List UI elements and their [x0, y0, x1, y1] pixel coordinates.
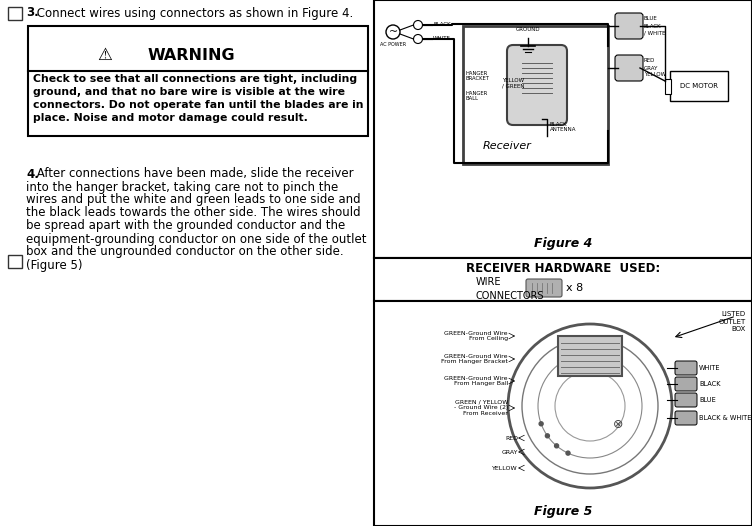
- FancyBboxPatch shape: [615, 55, 643, 81]
- Circle shape: [566, 451, 570, 455]
- Bar: [374, 258, 752, 301]
- Bar: [670, 71, 728, 101]
- FancyBboxPatch shape: [675, 361, 697, 375]
- Text: into the hanger bracket, taking care not to pinch the: into the hanger bracket, taking care not…: [26, 180, 338, 194]
- Bar: [558, 336, 622, 376]
- Text: BLUE: BLUE: [699, 397, 716, 403]
- Text: BLACK: BLACK: [433, 23, 450, 27]
- Text: 3.: 3.: [26, 6, 39, 19]
- Text: BLUE: BLUE: [644, 16, 658, 22]
- Text: connectors. Do not operate fan until the blades are in: connectors. Do not operate fan until the…: [33, 100, 363, 110]
- Text: RECEIVER HARDWARE  USED:: RECEIVER HARDWARE USED:: [466, 261, 660, 275]
- Text: WARNING: WARNING: [148, 47, 235, 63]
- FancyBboxPatch shape: [522, 76, 544, 90]
- Text: HANGER
BRACKET: HANGER BRACKET: [466, 70, 490, 82]
- Text: After connections have been made, slide the receiver: After connections have been made, slide …: [33, 167, 353, 180]
- Text: Figure 5: Figure 5: [534, 505, 592, 518]
- Bar: [374, 301, 752, 526]
- Bar: [374, 0, 752, 258]
- Bar: [8, 7, 22, 20]
- Text: be spread apart with the grounded conductor and the: be spread apart with the grounded conduc…: [26, 219, 345, 232]
- Text: WIRE
CONNECTORS: WIRE CONNECTORS: [476, 277, 544, 300]
- FancyBboxPatch shape: [675, 393, 697, 407]
- Text: GREEN / YELLOW
- Ground Wire (2)
From Receiver: GREEN / YELLOW - Ground Wire (2) From Re…: [453, 400, 508, 416]
- Text: Receiver: Receiver: [483, 141, 532, 151]
- Text: RED: RED: [644, 58, 656, 64]
- Text: GREEN-Ground Wire
From Hanger Bracket: GREEN-Ground Wire From Hanger Bracket: [441, 353, 508, 365]
- Text: GREEN-Ground Wire
From Ceiling: GREEN-Ground Wire From Ceiling: [444, 331, 508, 341]
- Text: BLACK: BLACK: [644, 24, 662, 28]
- Text: ~: ~: [388, 27, 398, 37]
- Text: ⊗: ⊗: [613, 418, 623, 430]
- Circle shape: [545, 434, 550, 438]
- Text: WHITE: WHITE: [699, 365, 720, 371]
- Text: ⚠: ⚠: [98, 46, 113, 64]
- Text: box and the ungrounded conductor on the other side.: box and the ungrounded conductor on the …: [26, 246, 344, 258]
- FancyBboxPatch shape: [675, 411, 697, 425]
- FancyBboxPatch shape: [615, 13, 643, 39]
- FancyBboxPatch shape: [675, 377, 697, 391]
- Text: the black leads towards the other side. The wires should: the black leads towards the other side. …: [26, 207, 361, 219]
- Text: YELLOW: YELLOW: [644, 73, 666, 77]
- Text: wires and put the white and green leads to one side and: wires and put the white and green leads …: [26, 194, 361, 207]
- Circle shape: [539, 422, 543, 426]
- Text: GRAY: GRAY: [644, 66, 658, 70]
- Bar: [28, 26, 368, 136]
- Text: BLACK
ANTENNA: BLACK ANTENNA: [550, 122, 577, 133]
- Circle shape: [554, 444, 559, 448]
- Text: HANGER
BALL: HANGER BALL: [466, 90, 488, 102]
- Text: x 8: x 8: [566, 283, 584, 293]
- Text: Connect wires using connectors as shown in Figure 4.: Connect wires using connectors as shown …: [33, 6, 353, 19]
- Text: GRAY: GRAY: [502, 450, 518, 454]
- Text: YELLOW
/ GREEN: YELLOW / GREEN: [502, 78, 524, 88]
- Text: AC POWER: AC POWER: [380, 42, 406, 47]
- FancyBboxPatch shape: [526, 279, 562, 297]
- Text: equipment-grounding conductor on one side of the outlet: equipment-grounding conductor on one sid…: [26, 232, 366, 246]
- Text: DC MOTOR: DC MOTOR: [680, 83, 718, 89]
- Text: ground, and that no bare wire is visible at the wire: ground, and that no bare wire is visible…: [33, 87, 345, 97]
- Bar: [8, 255, 22, 268]
- Text: Check to see that all connections are tight, including: Check to see that all connections are ti…: [33, 74, 357, 84]
- Text: LISTED
OUTLET
BOX: LISTED OUTLET BOX: [719, 311, 746, 332]
- Text: GREEN-Ground Wire
From Hanger Ball: GREEN-Ground Wire From Hanger Ball: [444, 376, 508, 387]
- Text: BLACK & WHITE: BLACK & WHITE: [699, 415, 751, 421]
- Text: BLACK: BLACK: [699, 381, 720, 387]
- Text: place. Noise and motor damage could result.: place. Noise and motor damage could resu…: [33, 113, 308, 123]
- Text: RED: RED: [505, 436, 518, 440]
- Text: 4.: 4.: [26, 167, 39, 180]
- Text: / WHITE: / WHITE: [644, 31, 666, 35]
- Text: WHITE: WHITE: [433, 36, 451, 42]
- Bar: [665, 79, 671, 94]
- Text: YELLOW: YELLOW: [493, 466, 518, 470]
- Bar: [463, 26, 608, 164]
- Text: Figure 4: Figure 4: [534, 237, 592, 250]
- Text: (Figure 5): (Figure 5): [26, 258, 83, 271]
- Text: GROUND: GROUND: [516, 27, 541, 32]
- FancyBboxPatch shape: [507, 45, 567, 125]
